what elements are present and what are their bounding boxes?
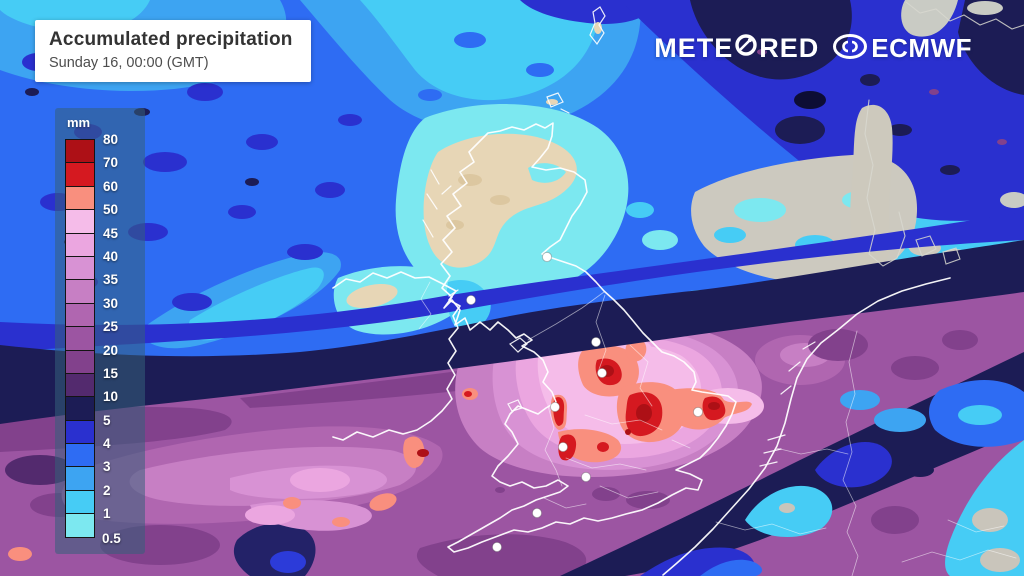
title-card: Accumulated precipitation Sunday 16, 00:…: [35, 20, 311, 82]
city-marker: [541, 251, 553, 263]
legend-swatch: 30: [65, 296, 118, 328]
dry-area-tan: [333, 22, 629, 335]
city-marker: [491, 541, 503, 553]
legend-swatch: 80: [65, 132, 118, 164]
legend-tick-label: 20: [103, 342, 119, 358]
legend-tick-label: 0.5: [102, 530, 121, 546]
legend-swatch: 45: [65, 226, 118, 257]
legend-swatch: 20: [65, 343, 118, 374]
city-markers: [465, 251, 704, 553]
legend-tick-label: 80: [103, 132, 119, 148]
city-marker: [590, 336, 602, 348]
legend-tick-label: 25: [103, 319, 119, 335]
ecmwf-emblem-icon: [833, 33, 868, 64]
city-marker: [692, 406, 704, 418]
legend-swatch: 60: [65, 179, 118, 211]
admin-borders: [418, 281, 1017, 576]
legend-tick-label: 35: [103, 272, 119, 288]
legend-swatches: 80 70 60 50 45 40 35 30 25 20 15 10 5 4 3 2 1 0.5: [65, 132, 121, 545]
precip-layer-continent: [560, 329, 1024, 576]
city-marker: [580, 471, 592, 483]
legend-swatch: 1: [65, 506, 111, 538]
legend-panel: mm 80 70 60 50 45 40 35 30 25 20 15 10 5 4 3 2 1 0.5: [55, 108, 145, 554]
legend-swatch: 2: [65, 483, 111, 515]
city-marker: [557, 441, 569, 453]
legend-tick-label: 3: [103, 459, 111, 475]
city-marker: [596, 367, 608, 379]
legend-tick-label: 1: [103, 506, 111, 522]
ecmwf-logo: ECMWF: [833, 33, 972, 64]
legend-swatch: 25: [65, 319, 118, 351]
city-marker: [531, 507, 543, 519]
timestamp-label: Sunday 16, 00:00 (GMT): [49, 55, 209, 71]
city-marker: [465, 294, 477, 306]
ecmwf-logo-text: ECMWF: [871, 33, 972, 63]
legend-swatch: 3: [65, 460, 111, 491]
legend-swatch: 70: [65, 156, 118, 187]
legend-unit-label: mm: [67, 115, 91, 130]
legend-tick-label: 5: [103, 412, 111, 428]
precip-layer-england-core: [8, 316, 764, 561]
legend-swatch: 5: [65, 413, 111, 445]
legend-tick-label: 45: [103, 225, 119, 241]
legend-tick-label: 10: [103, 389, 119, 405]
page-title: Accumulated precipitation: [49, 29, 293, 50]
legend-tick-label: 50: [103, 202, 119, 218]
legend-swatch: 4: [65, 436, 111, 468]
meteored-o-icon: [734, 33, 758, 64]
legend-swatch: 40: [65, 249, 118, 281]
legend-swatch: 35: [65, 273, 118, 304]
legend-tick-label: 4: [103, 436, 111, 452]
meteored-logo-left: METE: [654, 33, 734, 63]
legend-tick-label: 15: [103, 366, 119, 382]
legend-tick-label: 30: [103, 295, 119, 311]
legend-swatch: 50: [65, 202, 118, 234]
meteored-logo-right: RED: [759, 33, 820, 63]
legend-tick-label: 60: [103, 178, 119, 194]
legend-tick-label: 70: [103, 155, 119, 171]
legend-swatch: 15: [65, 366, 118, 398]
meteored-logo: METE RED: [654, 33, 819, 64]
city-marker: [549, 401, 561, 413]
legend-swatch: 10: [65, 389, 118, 421]
legend-tick-label: 2: [103, 483, 111, 499]
legend-tick-label: 40: [103, 249, 119, 265]
branding-bar: METE RED ECMWF: [654, 33, 972, 64]
coastlines: [332, 1, 1024, 576]
